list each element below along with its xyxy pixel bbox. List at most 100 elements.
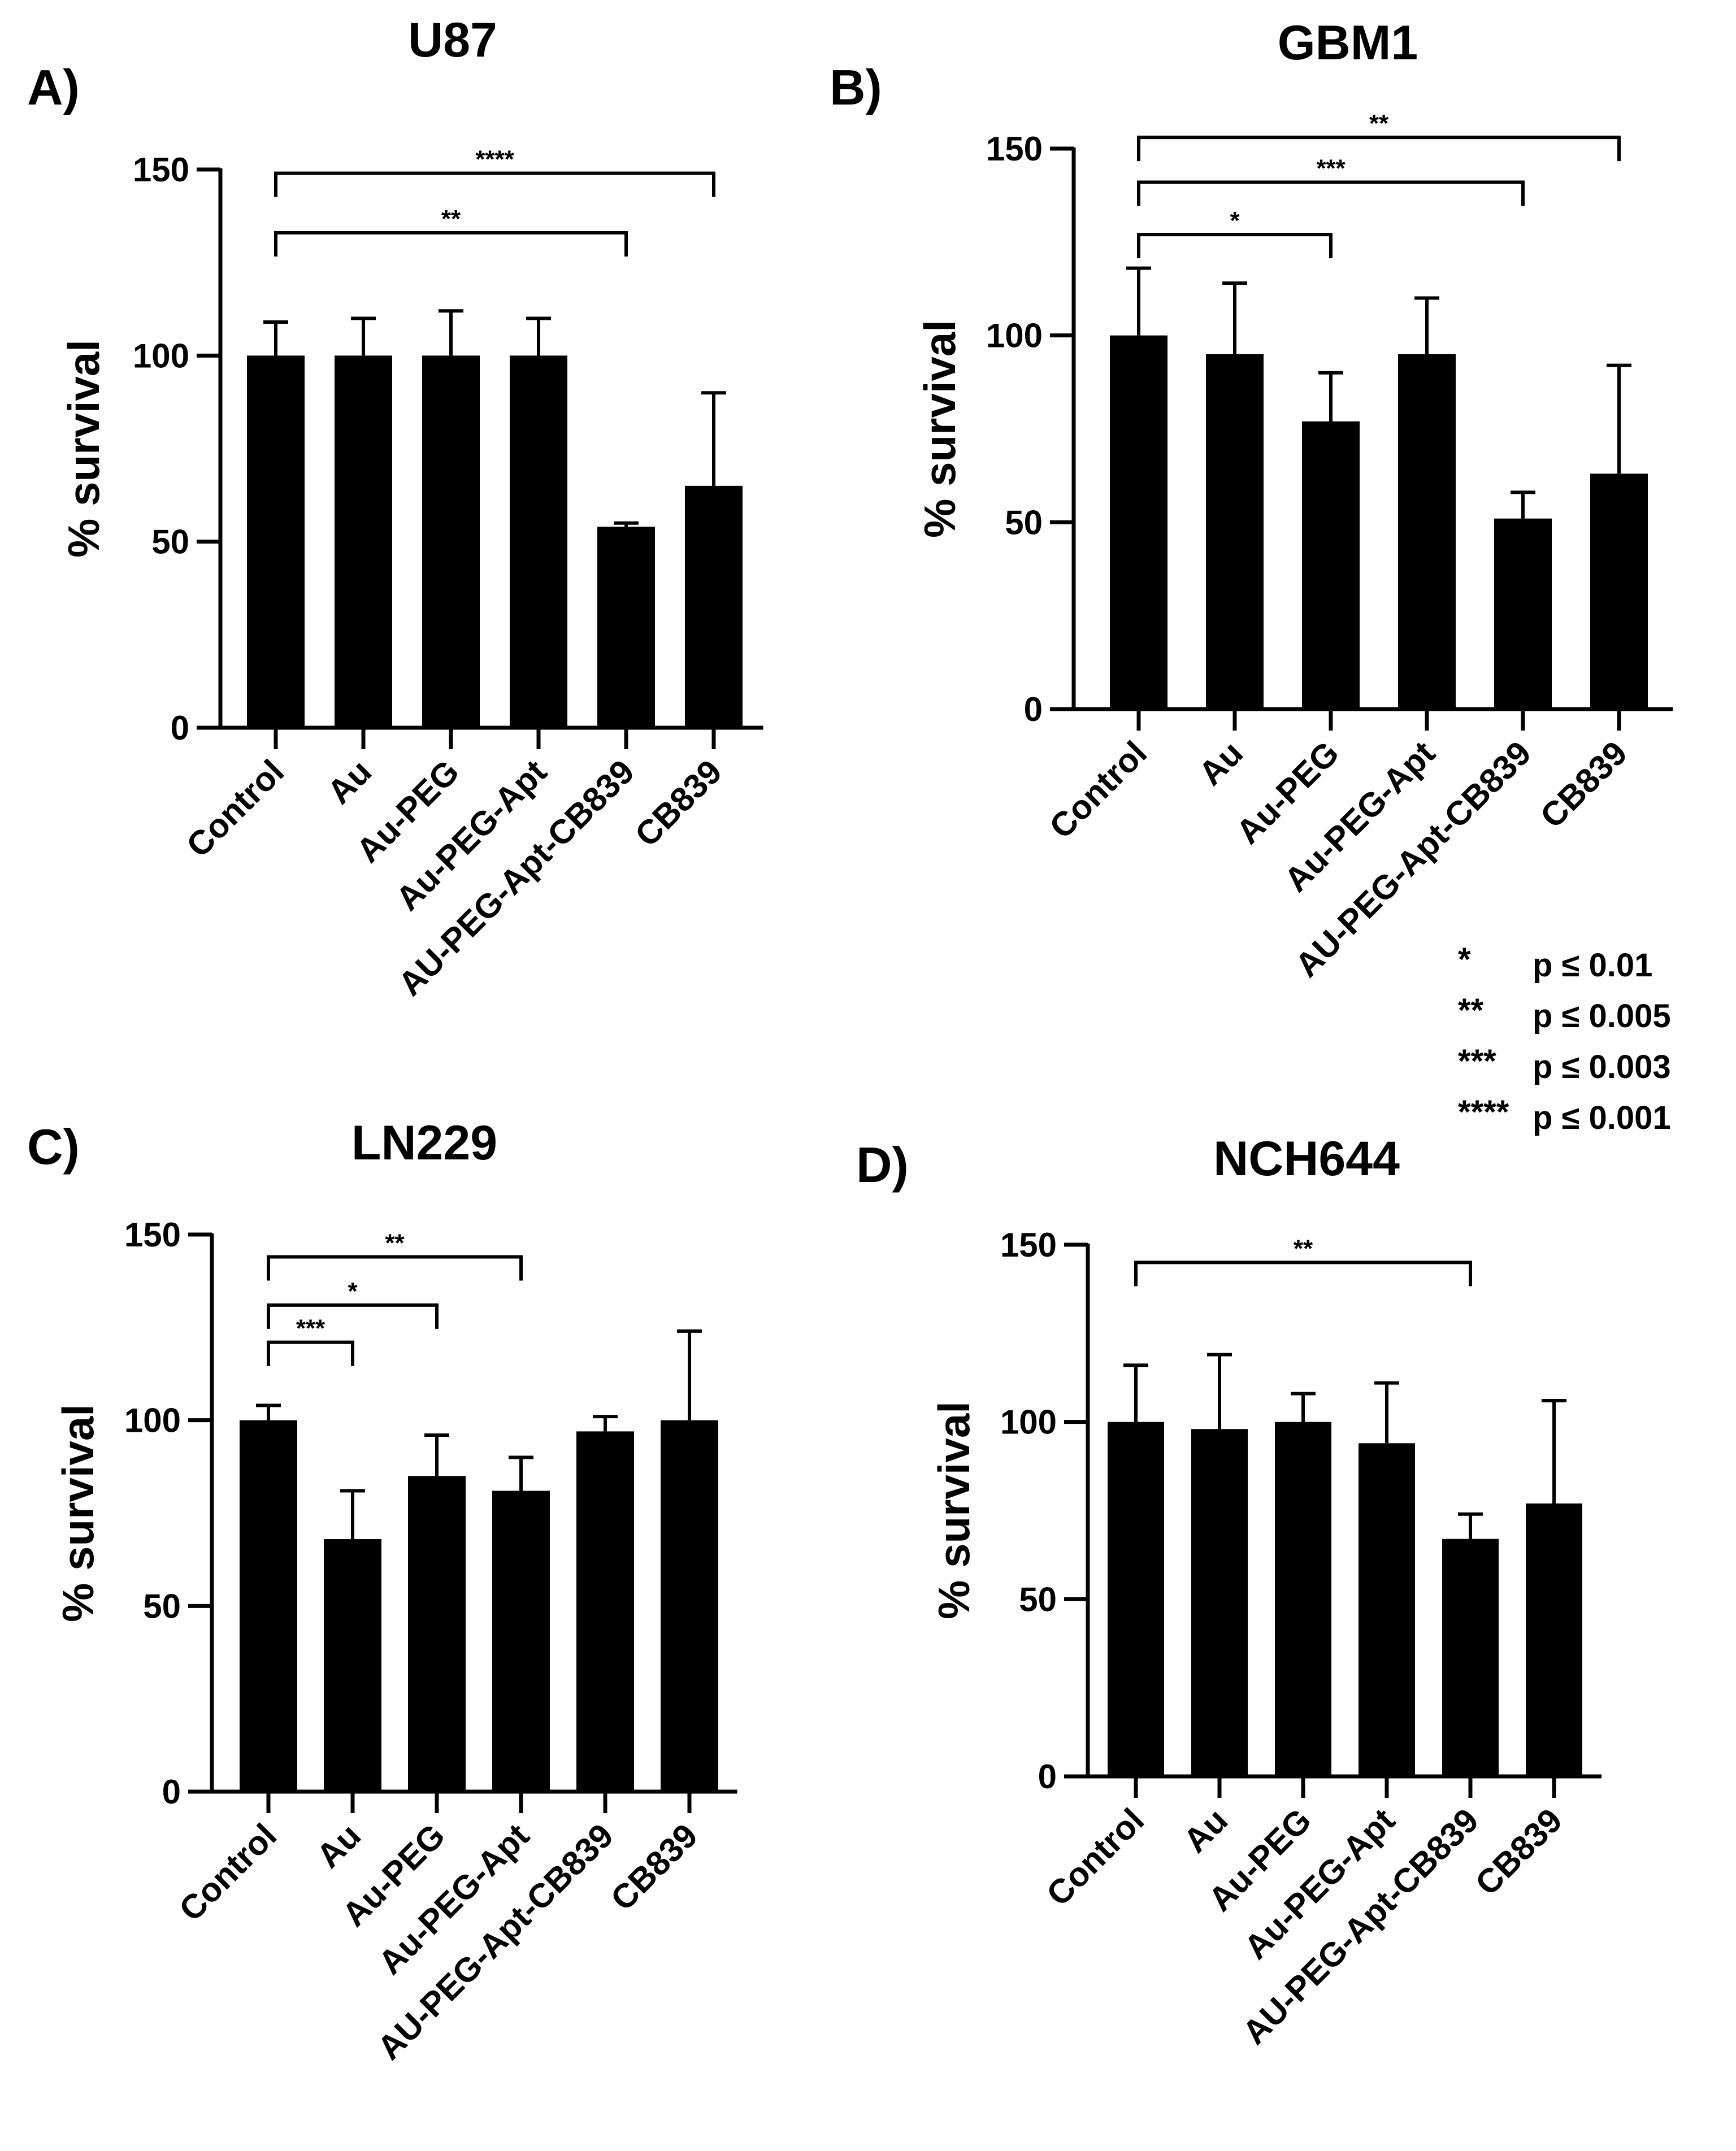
significance-bracket	[1137, 180, 1525, 206]
bar	[335, 355, 392, 728]
x-tick-label: Au	[1176, 1801, 1235, 1860]
y-tick-label: 150	[1000, 1226, 1057, 1264]
x-tick-label: Control	[179, 753, 291, 864]
significance-label: *	[348, 1277, 358, 1305]
y-tick-label: 0	[1024, 690, 1043, 728]
bar	[492, 1491, 550, 1792]
y-tick-label: 50	[1019, 1580, 1057, 1618]
legend-entry: **** p ≤ 0.001	[1458, 1094, 1671, 1136]
bar	[1359, 1443, 1415, 1776]
bar	[1494, 518, 1552, 709]
y-tick-label: 100	[124, 1402, 181, 1440]
bar	[1398, 354, 1456, 709]
x-tick-label: CB839	[628, 753, 729, 854]
bar	[1191, 1429, 1248, 1776]
y-axis-label: % survival	[59, 340, 108, 558]
x-tick-label: Control	[172, 1817, 284, 1928]
significance-bracket	[274, 231, 628, 257]
y-tick-label: 0	[1038, 1758, 1057, 1796]
y-tick-label: 100	[986, 317, 1043, 355]
significance-bracket	[267, 1340, 354, 1366]
significance-label: *	[1230, 207, 1240, 234]
y-axis-label: % survival	[929, 1401, 979, 1619]
bar	[247, 355, 305, 728]
bar	[576, 1431, 634, 1792]
legend-pvalue: p ≤ 0.01	[1533, 947, 1652, 984]
significance-label: ***	[1316, 155, 1346, 182]
bar	[1442, 1539, 1499, 1776]
legend-entry: ** p ≤ 0.005	[1458, 992, 1671, 1035]
y-tick-label: 150	[986, 130, 1043, 168]
significance-bracket	[267, 1303, 439, 1329]
bar	[408, 1476, 466, 1792]
y-axis-label: % survival	[915, 320, 965, 538]
bar	[1275, 1422, 1331, 1776]
bar	[240, 1420, 297, 1792]
bar	[1302, 421, 1360, 709]
legend-stars: ***	[1458, 1043, 1496, 1080]
significance-bracket	[1137, 136, 1621, 162]
x-tick-label: Au	[309, 1817, 368, 1875]
y-tick-label: 50	[1005, 503, 1043, 541]
y-axis-label: % survival	[53, 1404, 103, 1622]
chart-title: U87	[408, 13, 497, 67]
legend-pvalue: p ≤ 0.003	[1533, 1049, 1671, 1085]
y-tick-label: 0	[162, 1773, 181, 1811]
legend-pvalue: p ≤ 0.005	[1533, 998, 1671, 1035]
bar	[1206, 354, 1264, 709]
chart-title: NCH644	[1213, 1132, 1400, 1186]
significance-label: **	[1294, 1235, 1313, 1262]
legend-stars: ****	[1458, 1094, 1509, 1131]
significance-bracket	[1137, 233, 1333, 259]
y-tick-label: 50	[151, 523, 189, 561]
bar	[661, 1420, 718, 1792]
bar	[510, 355, 567, 728]
legend-pvalue: p ≤ 0.001	[1533, 1100, 1671, 1136]
panel-letter: B)	[830, 59, 882, 115]
x-tick-label: CB839	[1533, 734, 1634, 835]
bar	[422, 355, 480, 728]
x-tick-label: Au-PEG-Apt	[389, 753, 554, 918]
y-tick-label: 50	[143, 1587, 181, 1625]
chart-title: LN229	[351, 1116, 497, 1170]
chart-title: GBM1	[1278, 16, 1418, 70]
bar	[324, 1539, 381, 1792]
x-tick-label: CB839	[604, 1817, 705, 1918]
significance-bracket	[274, 171, 715, 197]
bar	[685, 485, 743, 728]
x-tick-label: Au	[1191, 734, 1250, 793]
legend-entry: *** p ≤ 0.003	[1458, 1043, 1671, 1085]
significance-label: **	[1369, 110, 1389, 137]
bar	[597, 527, 655, 728]
legend-stars: *	[1458, 941, 1471, 978]
y-tick-label: 100	[1000, 1403, 1057, 1441]
y-tick-label: 150	[133, 151, 189, 189]
bar	[1590, 473, 1648, 709]
y-tick-label: 100	[133, 337, 189, 375]
bar	[1108, 1422, 1164, 1776]
panel-letter: C)	[27, 1119, 80, 1175]
bar	[1110, 335, 1168, 709]
x-tick-label: CB839	[1468, 1801, 1569, 1902]
legend: * p ≤ 0.01 ** p ≤ 0.005 *** p ≤ 0.003 **…	[1458, 941, 1671, 1136]
y-tick-label: 150	[124, 1216, 181, 1254]
significance-bracket	[267, 1255, 523, 1281]
panel-letter: A)	[27, 59, 80, 115]
legend-entry: * p ≤ 0.01	[1458, 941, 1652, 984]
significance-label: **	[441, 205, 461, 233]
x-tick-label: Control	[1039, 1801, 1151, 1913]
significance-label: **	[385, 1229, 405, 1257]
significance-label: ****	[475, 146, 514, 173]
legend-stars: **	[1458, 992, 1484, 1029]
x-tick-label: Au	[320, 753, 379, 811]
significance-label: ***	[296, 1315, 326, 1342]
significance-bracket	[1134, 1261, 1472, 1287]
bar	[1526, 1503, 1582, 1776]
panel-letter: D)	[856, 1137, 909, 1193]
x-tick-label: Control	[1042, 734, 1154, 846]
y-tick-label: 0	[171, 709, 189, 747]
